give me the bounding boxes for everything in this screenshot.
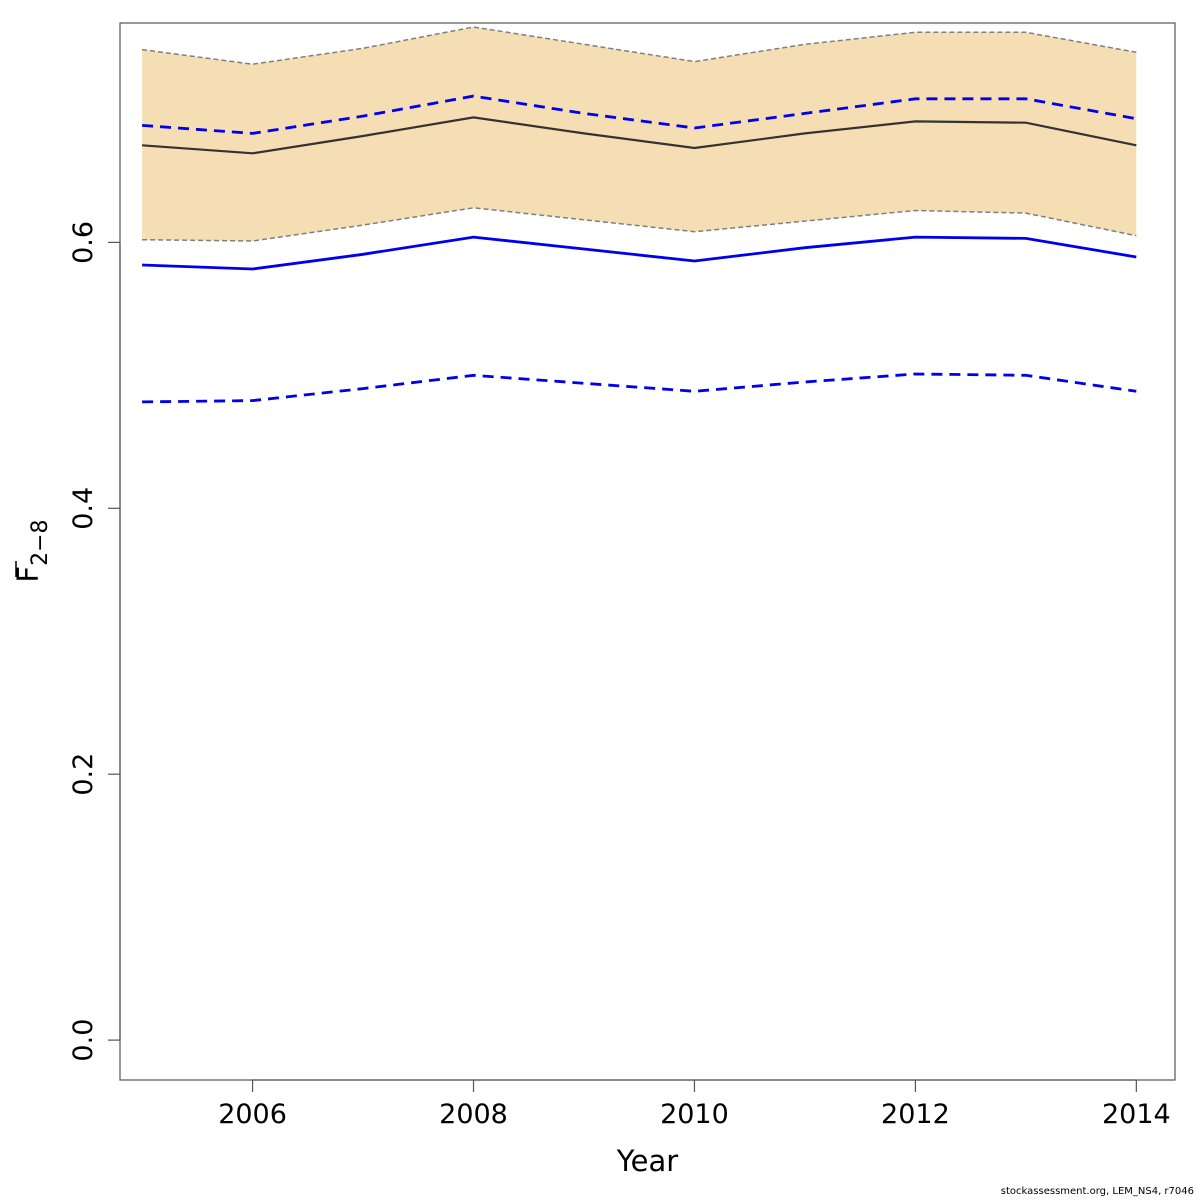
footer-credit: stockassessment.org, LEM_NS4, r7046 — [1000, 1186, 1194, 1197]
y-axis: 0.0 0.2 0.4 0.6 — [68, 221, 121, 1062]
x-tick-label: 2008 — [439, 1099, 508, 1130]
x-tick-label: 2012 — [881, 1099, 950, 1130]
svg-text:F2−8: F2−8 — [11, 519, 53, 582]
y-tick-label: 0.6 — [68, 221, 99, 264]
series-line-4-dashed — [142, 372, 1137, 404]
x-tick-label: 2014 — [1102, 1099, 1171, 1130]
confidence-band — [142, 27, 1137, 241]
x-tick-label: 2006 — [218, 1099, 287, 1130]
y-axis-title: F2−8 — [11, 519, 53, 582]
y-axis-title-main: F — [11, 566, 45, 583]
y-tick-label: 0.2 — [68, 753, 99, 796]
series-line-3-solid — [142, 235, 1137, 271]
x-tick-label: 2010 — [660, 1099, 729, 1130]
confidence-band-lower-line — [142, 207, 1137, 242]
y-tick-label: 0.4 — [68, 487, 99, 530]
y-axis-title-subscript: 2−8 — [28, 519, 53, 565]
confidence-band-layer — [142, 26, 1137, 242]
x-axis: 2006 2008 2010 2012 2014 — [218, 1079, 1171, 1130]
series-line-2-dashed — [141, 94, 1137, 135]
x-axis-title: Year — [616, 1144, 678, 1178]
series-line-layer — [141, 94, 1137, 404]
series-line-1-solid — [142, 116, 1137, 155]
y-tick-label: 0.0 — [68, 1019, 99, 1062]
